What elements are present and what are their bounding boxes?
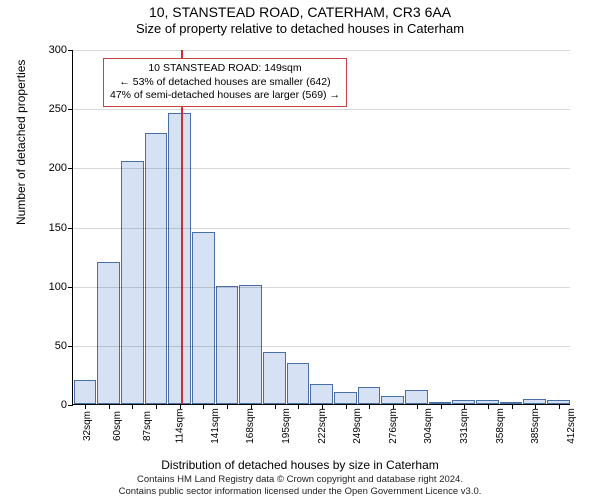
chart-title-address: 10, STANSTEAD ROAD, CATERHAM, CR3 6AA — [0, 0, 600, 20]
bar — [121, 161, 144, 404]
bar — [334, 392, 357, 404]
x-tick-label: 358sqm — [494, 408, 505, 444]
bar — [263, 352, 286, 404]
x-tick-label: 141sqm — [210, 408, 221, 444]
x-tick-label: 168sqm — [245, 408, 256, 444]
x-axis-label: Distribution of detached houses by size … — [0, 458, 600, 472]
x-tick-label: 276sqm — [388, 408, 399, 444]
x-tick-label: 60sqm — [112, 411, 123, 441]
y-axis-label: Number of detached properties — [14, 60, 28, 225]
x-tick-label: 222sqm — [316, 408, 327, 444]
bar — [358, 387, 381, 404]
bar — [287, 363, 310, 404]
y-tick-label: 0 — [61, 399, 73, 411]
x-tick-label: 87sqm — [142, 411, 153, 441]
x-tick-label: 114sqm — [174, 409, 185, 444]
bar — [168, 113, 191, 404]
bar — [405, 390, 428, 404]
x-tick-label: 412sqm — [565, 408, 576, 444]
info-line-1: 10 STANSTEAD ROAD: 149sqm — [110, 62, 340, 76]
x-tick-label: 249sqm — [352, 408, 363, 444]
y-tick-label: 150 — [49, 222, 73, 234]
x-tick-label: 32sqm — [82, 411, 93, 441]
y-tick-label: 250 — [49, 103, 73, 115]
x-tick-label: 385sqm — [530, 408, 541, 444]
y-tick-label: 50 — [55, 340, 73, 352]
bar — [97, 262, 120, 404]
bar — [145, 133, 168, 404]
plot-area: 32sqm60sqm87sqm114sqm141sqm168sqm195sqm2… — [72, 50, 570, 405]
x-tick-label: 331sqm — [459, 408, 470, 444]
bar — [239, 285, 262, 404]
bar — [310, 384, 333, 404]
info-line-3: 47% of semi-detached houses are larger (… — [110, 89, 340, 103]
chart-container: 10, STANSTEAD ROAD, CATERHAM, CR3 6AA Si… — [0, 0, 600, 500]
info-box: 10 STANSTEAD ROAD: 149sqm ← 53% of detac… — [103, 58, 347, 107]
x-tick-label: 195sqm — [281, 408, 292, 444]
bar — [192, 232, 215, 404]
info-line-2: ← 53% of detached houses are smaller (64… — [110, 76, 340, 90]
y-tick-label: 200 — [49, 162, 73, 174]
footnote: Contains HM Land Registry data © Crown c… — [0, 474, 600, 498]
bar — [381, 396, 404, 404]
x-tick-label: 304sqm — [423, 408, 434, 444]
y-tick-label: 300 — [49, 44, 73, 56]
chart-title-subtitle: Size of property relative to detached ho… — [0, 20, 600, 36]
y-tick-label: 100 — [49, 281, 73, 293]
bar — [74, 380, 97, 404]
